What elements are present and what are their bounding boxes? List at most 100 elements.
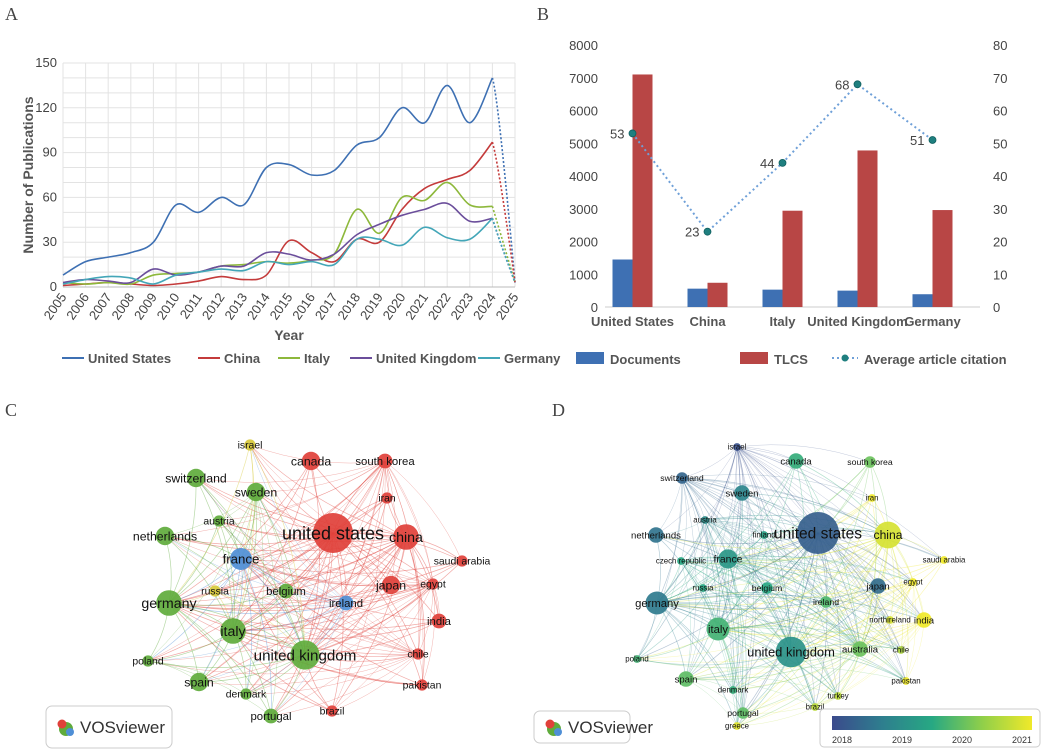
- network-link: [147, 536, 407, 662]
- node-label-germany: germany: [141, 596, 197, 612]
- x-tick-label: China: [689, 314, 726, 329]
- network-link: [680, 560, 792, 653]
- legend-marker-avg-citation: [841, 354, 849, 362]
- network-link: [736, 581, 914, 727]
- network-link: [270, 536, 407, 717]
- network-link: [656, 492, 743, 604]
- bar-tlcs-italy: [782, 210, 803, 307]
- network-link: [240, 558, 440, 622]
- node-label-sweden: sweden: [726, 488, 759, 499]
- x-tick-label: Italy: [769, 314, 796, 329]
- node-spain: [189, 672, 209, 692]
- network-link: [255, 491, 306, 656]
- network-link: [270, 583, 434, 717]
- node-russia: [699, 584, 707, 592]
- network-link: [168, 460, 312, 604]
- network-link: [736, 446, 914, 583]
- network-link: [232, 497, 388, 632]
- network-link: [717, 625, 902, 651]
- bar-tlcs-united-states: [632, 74, 653, 307]
- network-link: [168, 460, 386, 604]
- network-link: [727, 558, 861, 650]
- network-link: [232, 444, 255, 632]
- node-iran: [381, 492, 393, 504]
- network-link: [240, 558, 434, 587]
- network-link: [859, 461, 878, 650]
- network-link: [232, 630, 423, 686]
- network-link: [198, 653, 419, 686]
- network-link: [168, 560, 463, 607]
- node-label-chile: chile: [893, 646, 910, 655]
- series-line-united-states: [62, 77, 494, 276]
- node-label-japan: japan: [375, 578, 406, 592]
- node-label-austria: austria: [203, 517, 234, 528]
- network-link: [195, 477, 434, 585]
- vosviewer-logo-text: VOSviewer: [80, 718, 165, 737]
- network-link: [681, 477, 891, 621]
- network-link: [795, 460, 861, 650]
- network-link: [681, 477, 879, 587]
- network-link: [736, 446, 768, 589]
- network-link: [656, 585, 879, 610]
- network-link: [685, 619, 925, 680]
- bar-documents-italy: [762, 289, 783, 307]
- network-link: [736, 446, 879, 587]
- network-link: [702, 519, 709, 589]
- node-label-sweden: sweden: [235, 485, 278, 499]
- node-label-turkey: turkey: [827, 692, 848, 701]
- vosviewer-logo-icon-dot: [57, 719, 67, 729]
- node-netherlands: [155, 526, 175, 546]
- network-link: [742, 534, 889, 714]
- vosviewer-logo-box: [45, 705, 173, 749]
- network-link: [147, 654, 306, 668]
- node-france: [718, 549, 738, 569]
- network-link: [736, 446, 925, 621]
- network-link: [384, 460, 420, 655]
- network-link: [384, 460, 440, 622]
- node-sweden: [246, 482, 266, 502]
- network-link: [195, 460, 386, 483]
- network-link: [331, 532, 344, 712]
- network-link: [655, 446, 738, 536]
- node-label-south-korea: south korea: [847, 457, 893, 467]
- colorbar: [832, 716, 1032, 730]
- network-link: [168, 491, 257, 604]
- network-link: [736, 619, 925, 727]
- avg-citation-data-label: 51: [910, 133, 924, 148]
- node-russia: [209, 585, 221, 597]
- network-link: [249, 444, 419, 655]
- network-link: [685, 648, 861, 681]
- network-link: [655, 534, 719, 630]
- network-link: [741, 492, 889, 536]
- network-link: [680, 560, 839, 697]
- network-link: [727, 460, 797, 560]
- network-link: [218, 520, 419, 655]
- network-link: [636, 560, 682, 660]
- y-left-tick-label: 0: [591, 300, 598, 315]
- network-link: [164, 535, 407, 552]
- network-link: [656, 594, 925, 621]
- network-link: [270, 460, 386, 717]
- node-italy: [706, 617, 730, 641]
- network-link: [704, 519, 861, 650]
- network-link: [168, 497, 388, 604]
- node-india: [431, 613, 447, 629]
- network-link: [704, 519, 902, 651]
- network-c-cluster-map: united states china canada south korea iran s…: [45, 439, 491, 749]
- y-right-tick-label: 50: [993, 136, 1007, 151]
- network-link: [717, 628, 816, 708]
- network-link: [717, 534, 889, 630]
- network-link: [717, 461, 871, 630]
- network-link: [168, 602, 423, 686]
- network-link: [790, 460, 806, 653]
- network-link: [727, 446, 741, 560]
- network-link: [704, 519, 827, 603]
- network-link: [681, 477, 889, 536]
- network-link: [240, 558, 419, 655]
- network-link: [218, 520, 407, 542]
- x-tick-label: 2014: [244, 290, 273, 322]
- network-link: [255, 491, 419, 655]
- node-austria: [213, 515, 225, 527]
- node-label-ireland: ireland: [813, 597, 839, 607]
- node-iran: [868, 494, 876, 502]
